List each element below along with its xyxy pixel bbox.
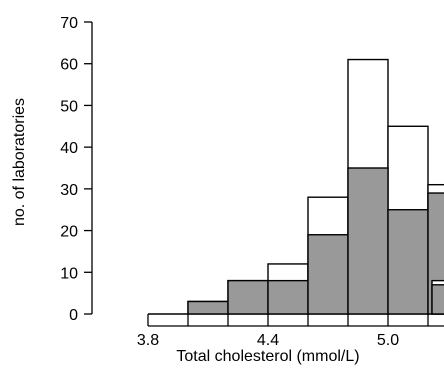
y-axis-title: no. of laboratories xyxy=(11,98,28,226)
x-tick-label-1: 4.4 xyxy=(257,332,279,349)
x-tick-label-2: 5.0 xyxy=(377,332,399,349)
x-axis-title: Total cholesterol (mmol/L) xyxy=(176,348,359,365)
y-tick-label-1: 10 xyxy=(60,265,78,282)
x-axis: 3.84.45.05.66.2 xyxy=(137,314,444,349)
bar-filled-5 xyxy=(347,167,389,315)
bar-filled-4 xyxy=(307,234,349,315)
bars-filled-series xyxy=(187,167,444,315)
y-tick-label-3: 30 xyxy=(60,182,78,199)
x-tick-label-0: 3.8 xyxy=(137,332,159,349)
y-axis: 0 10 20 30 40 50 60 70 xyxy=(60,15,93,324)
y-tick-label-0: 0 xyxy=(69,307,78,324)
bar-filled-6 xyxy=(387,209,429,315)
y-tick-label-2: 20 xyxy=(60,224,78,241)
y-tick-label-6: 60 xyxy=(60,57,78,74)
bar-filled-3 xyxy=(267,279,309,315)
overflow-bar-filled xyxy=(431,284,444,315)
overflow-bar-group xyxy=(431,279,444,315)
y-tick-label-4: 40 xyxy=(60,140,78,157)
bar-filled-1 xyxy=(187,300,229,315)
y-tick-label-7: 70 xyxy=(60,15,78,32)
y-tick-label-5: 50 xyxy=(60,98,78,115)
bar-filled-2 xyxy=(227,279,269,315)
